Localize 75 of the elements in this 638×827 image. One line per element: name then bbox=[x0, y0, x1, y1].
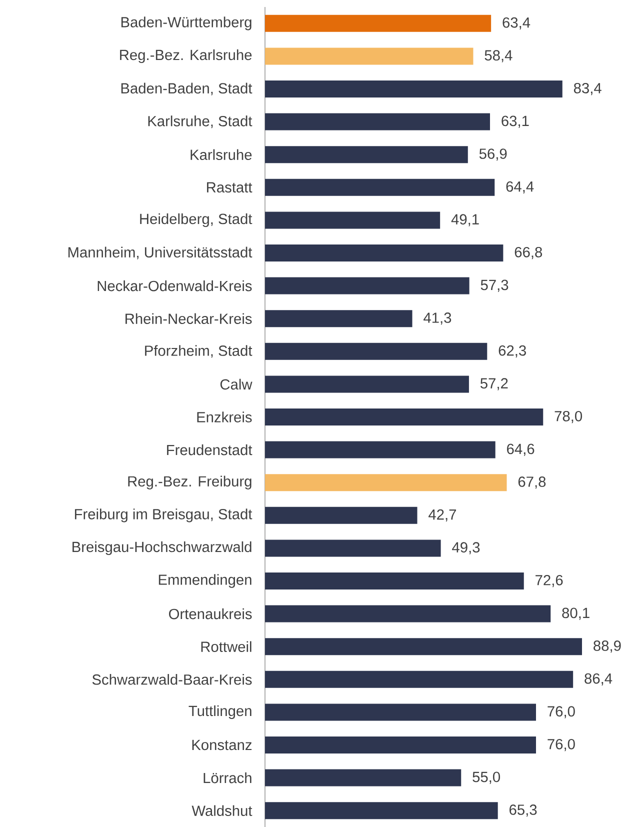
data-label: 67,8 bbox=[518, 476, 546, 489]
bar bbox=[264, 310, 412, 328]
data-label: 63,1 bbox=[502, 116, 529, 128]
y-tick-label: Rottweil bbox=[201, 641, 252, 652]
bar bbox=[264, 441, 496, 458]
bar bbox=[264, 80, 562, 98]
data-label: 41,3 bbox=[424, 312, 452, 325]
y-tick-label: Freudenstadt bbox=[167, 444, 252, 456]
bar bbox=[264, 376, 469, 393]
y-tick-label: Calw bbox=[220, 378, 252, 390]
data-label: 64,4 bbox=[506, 181, 534, 194]
data-label: 56,9 bbox=[479, 148, 507, 161]
bar bbox=[264, 244, 504, 262]
data-label: 65,3 bbox=[510, 804, 537, 817]
y-tick-label: Schwarzwald-Baar-Kreis bbox=[92, 674, 252, 685]
y-tick-label: Heidelberg, Stadt bbox=[140, 213, 252, 228]
data-label: 76,0 bbox=[548, 706, 575, 718]
y-tick-label: Lörrach bbox=[204, 772, 252, 784]
y-tick-label: Enzkreis bbox=[197, 412, 252, 422]
y-tick-label: Ortenaukreis bbox=[169, 608, 252, 620]
data-label: 66,8 bbox=[514, 246, 542, 260]
bar bbox=[264, 605, 551, 622]
bar bbox=[264, 14, 492, 32]
y-tick-label: Mannheim, Universitätsstadt bbox=[68, 246, 252, 260]
y-tick-label: Emmendingen bbox=[158, 574, 252, 588]
bar bbox=[264, 408, 544, 426]
bar bbox=[264, 113, 490, 130]
bar bbox=[264, 146, 468, 164]
y-tick-label: Neckar-Odenwald-Kreis bbox=[98, 280, 252, 292]
bar bbox=[264, 670, 574, 688]
bar bbox=[264, 540, 441, 557]
data-label: 86,4 bbox=[584, 673, 612, 686]
bar bbox=[264, 212, 440, 229]
bar bbox=[264, 572, 524, 590]
bar bbox=[264, 638, 582, 656]
y-tick-label: Breisgau-Hochschwarzwald bbox=[72, 541, 252, 556]
bar bbox=[264, 802, 498, 820]
data-label: 42,7 bbox=[428, 509, 456, 522]
y-tick-label: Rhein-Neckar-Kreis bbox=[126, 313, 252, 324]
y-tick-label: Konstanz bbox=[192, 740, 252, 750]
y-tick-label: Rastatt bbox=[207, 182, 252, 193]
data-label: 80,1 bbox=[562, 608, 590, 620]
data-label: 83,4 bbox=[574, 82, 602, 96]
y-tick-label: Karlsruhe bbox=[190, 149, 252, 160]
bar bbox=[264, 48, 474, 65]
bar bbox=[264, 277, 470, 294]
data-label: 63,4 bbox=[502, 17, 530, 30]
y-tick-label: Baden-Württemberg bbox=[121, 16, 252, 30]
data-label: 72,6 bbox=[536, 574, 563, 588]
bar bbox=[264, 704, 536, 721]
data-label: 76,0 bbox=[548, 738, 575, 752]
data-label: 88,9 bbox=[594, 640, 621, 653]
data-label: 55,0 bbox=[472, 772, 500, 784]
y-tick-label: Reg.-Bez. Karlsruhe bbox=[120, 49, 252, 64]
y-tick-label: Pforzheim, Stadt bbox=[145, 345, 252, 358]
y-tick-label: Reg.-Bez. Freiburg bbox=[128, 476, 252, 490]
y-tick-label: Karlsruhe, Stadt bbox=[148, 116, 252, 128]
bar bbox=[264, 736, 536, 754]
y-tick-label: Baden-Baden, Stadt bbox=[121, 82, 252, 96]
bar bbox=[264, 178, 495, 196]
y-tick-label: Freiburg im Breisgau, Stadt bbox=[74, 508, 252, 522]
y-tick-label: Tuttlingen bbox=[188, 705, 252, 720]
data-label: 78,0 bbox=[554, 410, 582, 424]
bar bbox=[264, 474, 507, 492]
data-label: 62,3 bbox=[498, 345, 526, 358]
y-tick-label: Waldshut bbox=[192, 805, 252, 816]
bar bbox=[264, 769, 462, 786]
data-label: 64,6 bbox=[507, 444, 534, 456]
bar bbox=[264, 342, 488, 360]
data-label: 49,1 bbox=[451, 214, 479, 226]
data-label: 57,2 bbox=[480, 378, 508, 390]
bar bbox=[264, 506, 418, 524]
data-label: 57,3 bbox=[480, 280, 508, 292]
data-label: 49,3 bbox=[452, 542, 480, 554]
data-label: 58,4 bbox=[484, 50, 512, 62]
